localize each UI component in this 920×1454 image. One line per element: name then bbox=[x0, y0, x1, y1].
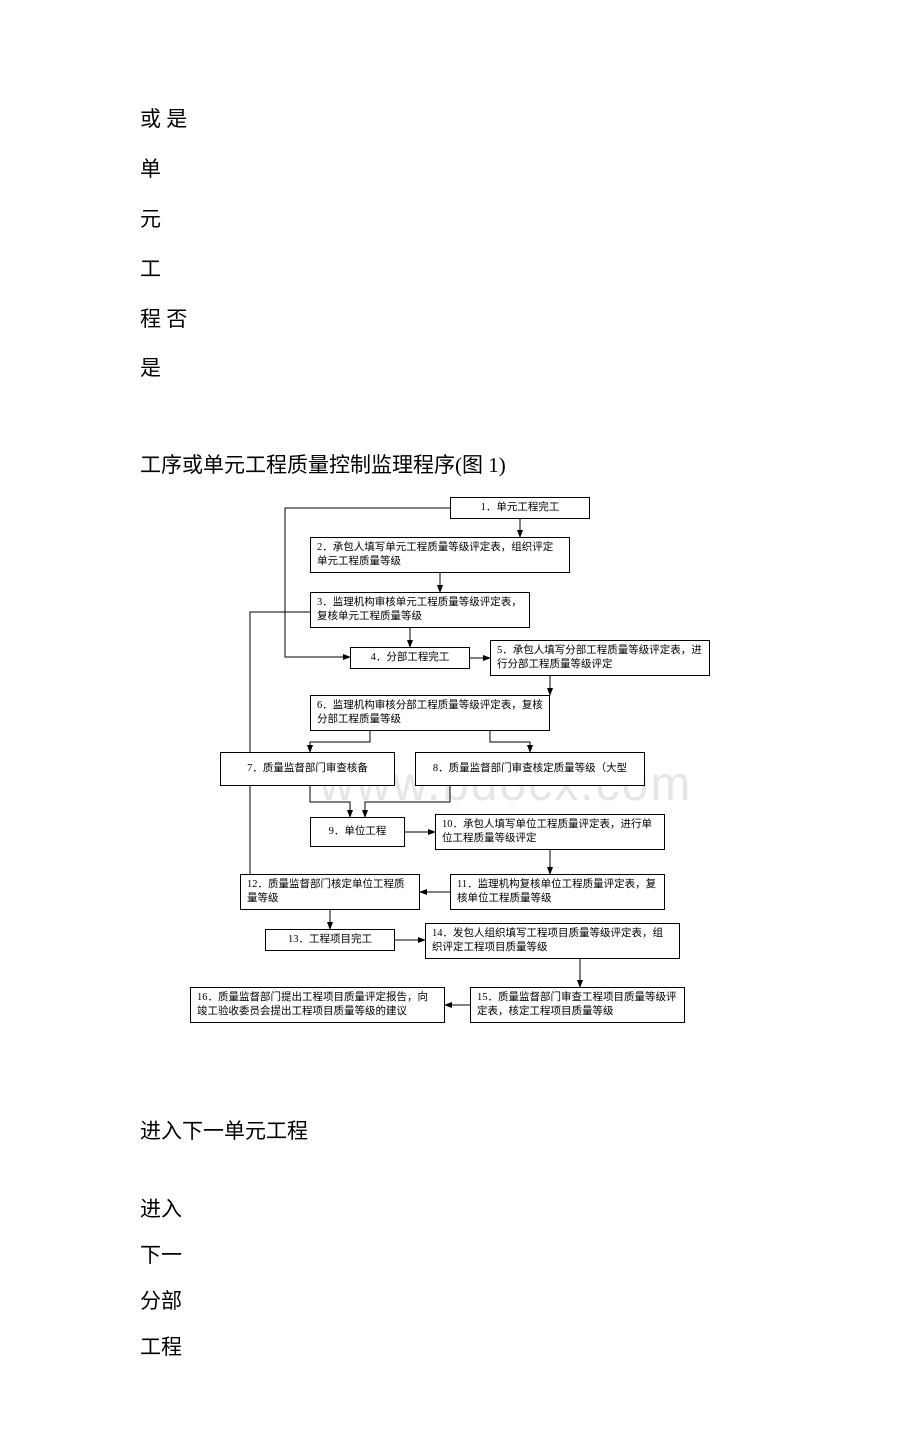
bottom-text-block: 进入下一单元工程 进入 下一 分部 工程 bbox=[140, 1112, 780, 1367]
row-4: 工 bbox=[140, 250, 780, 290]
flowchart-node: 10．承包人填写单位工程质量评定表，进行单位工程质量等级评定 bbox=[435, 814, 665, 850]
row-6: 是 bbox=[140, 349, 780, 389]
flowchart-node: 3．监理机构审核单元工程质量等级评定表，复核单元工程质量等级 bbox=[310, 592, 530, 628]
flowchart-node: 6．监理机构审核分部工程质量等级评定表，复核分部工程质量等级 bbox=[310, 695, 550, 731]
flowchart-heading: 工序或单元工程质量控制监理程序(图 1) bbox=[140, 449, 780, 479]
flowchart-node: 15．质量监督部门审查工程项目质量等级评定表，核定工程项目质量等级 bbox=[470, 987, 685, 1023]
flowchart-node: 5．承包人填写分部工程质量等级评定表，进行分部工程质量等级评定 bbox=[490, 640, 710, 676]
row-3: 元 bbox=[140, 200, 780, 240]
bottom-line: 进入下一单元工程 bbox=[140, 1112, 780, 1152]
flowchart-node: 8．质量监督部门审查核定质量等级（大型 bbox=[415, 752, 645, 786]
row-2: 单 bbox=[140, 150, 780, 190]
bottom-line: 工程 bbox=[140, 1328, 780, 1368]
flowchart-node: 12．质量监督部门核定单位工程质量等级 bbox=[240, 874, 420, 910]
flowchart: 1．单元工程完工 2．承包人填写单元工程质量等级评定表，组织评定单元工程质量等级 3… bbox=[190, 497, 710, 1057]
bottom-line: 进入 bbox=[140, 1190, 780, 1230]
flowchart-node: 13．工程项目完工 bbox=[265, 929, 395, 951]
bottom-line: 下一 bbox=[140, 1236, 780, 1276]
top-text-block: 或 是 单 元 工 程 否 是 bbox=[140, 100, 780, 389]
flowchart-node: 4．分部工程完工 bbox=[350, 647, 470, 669]
flowchart-node: 11．监理机构复核单位工程质量评定表，复核单位工程质量等级 bbox=[450, 874, 665, 910]
char: 或 bbox=[140, 107, 161, 131]
char: 是 bbox=[166, 107, 187, 131]
flowchart-container: www.bdocx.com 1．单元工程完工2．承包人填写单元工程质量等级评定表… bbox=[190, 497, 710, 1057]
flowchart-node: 9．单位工程 bbox=[310, 817, 405, 847]
flowchart-node: 16．质量监督部门提出工程项目质量评定报告，向竣工验收委员会提出工程项目质量等级… bbox=[190, 987, 445, 1023]
char: 程 bbox=[140, 307, 161, 331]
flowchart-node: 2．承包人填写单元工程质量等级评定表，组织评定单元工程质量等级 bbox=[310, 537, 570, 573]
flowchart-node: 7．质量监督部门审查核备 bbox=[220, 752, 395, 786]
row-1: 或 是 bbox=[140, 100, 780, 140]
flowchart-node: 14．发包人组织填写工程项目质量等级评定表，组织评定工程项目质量等级 bbox=[425, 923, 680, 959]
flowchart-node: 1．单元工程完工 bbox=[450, 497, 590, 519]
char: 否 bbox=[166, 307, 187, 331]
row-5: 程 否 bbox=[140, 300, 780, 340]
